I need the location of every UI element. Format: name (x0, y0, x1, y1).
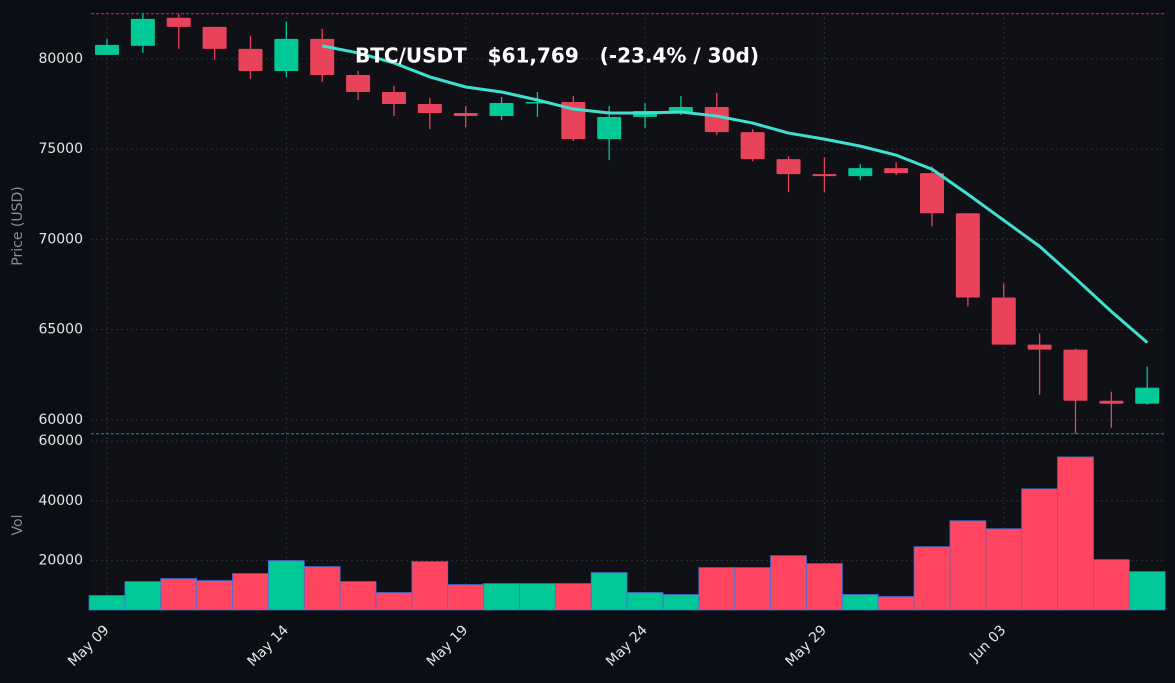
volume-bar (1021, 488, 1058, 611)
volume-bar (232, 573, 269, 611)
candle-body (95, 44, 119, 55)
y-tick-label: 70000 (38, 231, 83, 247)
candle-body (238, 48, 263, 71)
candle-body (991, 297, 1016, 345)
candle-body (884, 168, 909, 174)
volume-bar (626, 592, 664, 611)
y-tick-label: 40000 (38, 493, 83, 509)
candle-body (130, 18, 155, 46)
volume-bar (554, 583, 592, 611)
price-panel (91, 12, 1165, 436)
volume-bar (196, 580, 233, 611)
x-tick-label: May 14 (244, 622, 292, 670)
volume-bar (447, 584, 485, 611)
volume-bar (806, 563, 843, 611)
y-tick-label: 60000 (38, 433, 83, 449)
candle-body (417, 104, 442, 114)
volume-bar (841, 594, 879, 611)
candle-body (597, 117, 622, 140)
volume-bar (124, 581, 162, 611)
volume-bar (303, 566, 341, 611)
volume-bar (590, 572, 628, 611)
volume-bar (483, 583, 520, 611)
candle-body (848, 168, 873, 177)
volume-bar (734, 567, 771, 611)
volume-bar (519, 583, 556, 611)
candle-body (310, 38, 335, 75)
y-tick-label: 80000 (38, 51, 83, 67)
candle-body (381, 91, 406, 105)
volume-bar (1057, 456, 1094, 611)
x-tick-label: Jun 03 (966, 622, 1009, 665)
candle-body (166, 17, 191, 27)
x-tick-label: May 19 (424, 622, 472, 670)
volume-bar (160, 578, 198, 611)
volume-bar (698, 567, 736, 611)
candle-body (1135, 387, 1160, 404)
candle-body (776, 159, 801, 175)
volume-bar (411, 561, 449, 611)
volume-bar (949, 520, 987, 611)
volume-bar (913, 546, 951, 611)
volume-bar (375, 592, 413, 611)
volume-bar (985, 528, 1023, 611)
candle-body (1099, 400, 1124, 404)
chart-annotation: BTC/USDT $61,769 (-23.4% / 30d) (355, 44, 759, 68)
volume-bar (662, 594, 700, 611)
volume-bar (877, 596, 915, 611)
volume-bar (339, 581, 377, 611)
volume-bar (1093, 559, 1130, 611)
y-tick-label: 75000 (38, 141, 83, 157)
candle-body (955, 213, 980, 298)
y-axis-label: Price (USD) (10, 186, 26, 265)
candle-body (704, 107, 729, 133)
volume-bar (770, 555, 807, 611)
candle-body (274, 38, 299, 71)
x-tick-label: May 29 (783, 622, 831, 670)
candle-body (561, 102, 586, 140)
candle-body (812, 174, 837, 177)
volume-bar (268, 560, 305, 611)
candle-body (489, 103, 514, 117)
y-axis-label: Vol (10, 515, 26, 536)
y-tick-label: 65000 (38, 322, 83, 338)
candle-body (920, 173, 945, 214)
y-tick-label: 60000 (38, 412, 83, 428)
x-tick-label: May 24 (603, 622, 651, 670)
volume-bar (1128, 571, 1166, 611)
candle-body (453, 113, 478, 117)
candle-body (202, 26, 227, 49)
x-tick-label: May 09 (65, 622, 113, 670)
candle-body (740, 132, 765, 160)
volume-bar (88, 595, 126, 611)
moving-average-line (321, 44, 1149, 344)
candle-body (1027, 344, 1052, 350)
candle-body (1063, 349, 1088, 401)
candle-body (346, 74, 371, 92)
y-tick-label: 20000 (38, 553, 83, 569)
